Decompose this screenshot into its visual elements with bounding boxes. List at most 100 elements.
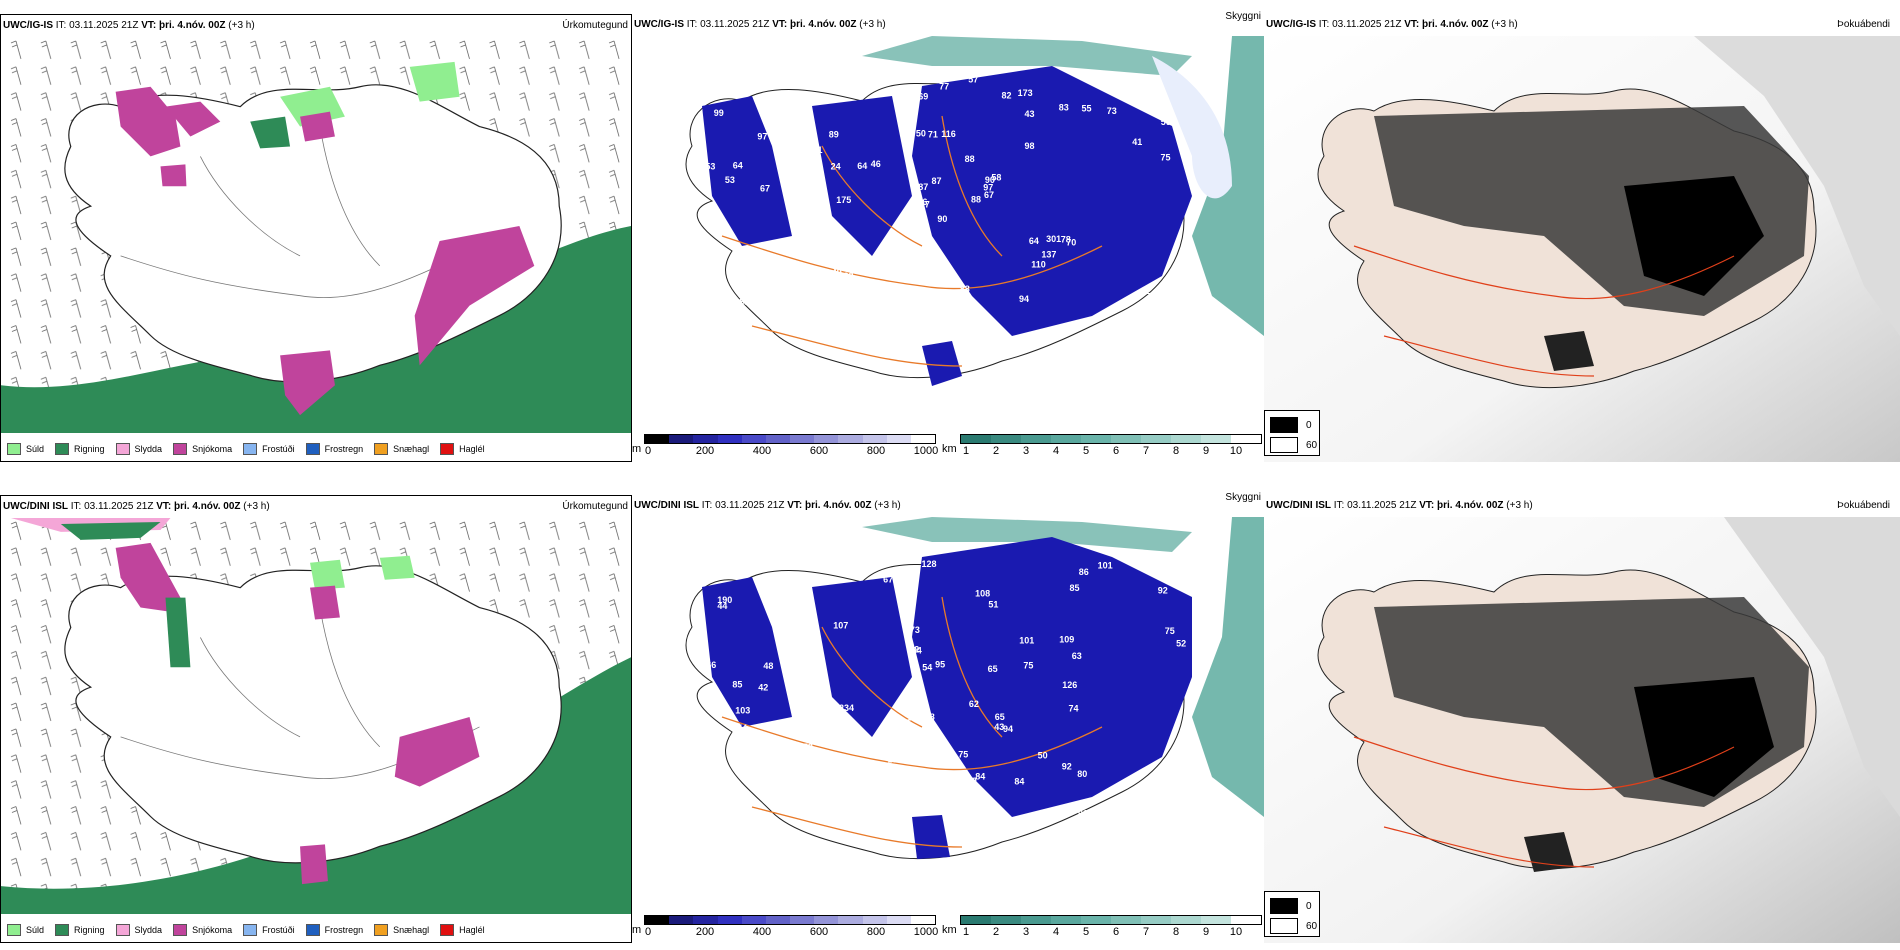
cloud-value-label: 176 bbox=[742, 86, 757, 96]
cloud-value-label: 65 bbox=[995, 712, 1005, 722]
cloud-value-label: 114 bbox=[896, 96, 911, 106]
cloud-value-label: 50 bbox=[916, 129, 926, 139]
model-name: UWC/DINI ISL bbox=[634, 500, 699, 511]
cloud-value-label: 214 bbox=[1166, 807, 1181, 817]
cloud-white-ne bbox=[1152, 56, 1232, 199]
cloud-value-label: 40 bbox=[967, 776, 977, 786]
cloud-value-label: 81 bbox=[745, 326, 755, 336]
valid-time: þri. 4.nóv. 00Z bbox=[805, 500, 872, 511]
cloud-value-label: 85 bbox=[1070, 583, 1080, 593]
fog-max-east bbox=[1624, 176, 1764, 296]
snow-area-east bbox=[414, 226, 535, 366]
cloud-value-label: 108 bbox=[975, 589, 990, 599]
cloud-value-label: 64 bbox=[857, 161, 867, 171]
snow-area-ne bbox=[300, 111, 335, 142]
rain-area-north bbox=[250, 116, 291, 149]
cloud-value-label: 81 bbox=[736, 569, 746, 579]
snow-area-south bbox=[280, 350, 335, 416]
cloud-map: 90 97 107 91 90 122 173 116 43 88 408 96 67 56 35 98 60 5… bbox=[632, 36, 1264, 434]
legend-frostregn: Frostregn bbox=[305, 443, 363, 455]
cloud-value-label: 48 bbox=[763, 661, 773, 671]
cloud-value-label: 84 bbox=[1014, 777, 1024, 787]
cloud-value-label: 75 bbox=[1161, 153, 1171, 163]
cloud-value-label: 97 bbox=[983, 183, 993, 193]
cloud-value-label: 58 bbox=[991, 173, 1001, 183]
cloud-value-label: 81 bbox=[813, 145, 823, 155]
cloud-value-label: 51 bbox=[988, 599, 998, 609]
cloud-value-label: 72 bbox=[909, 645, 919, 655]
precip-legend: Súld Rigning Slydda Snjókoma Frostúði Fr… bbox=[7, 924, 496, 936]
cloud-value-label: 92 bbox=[1062, 762, 1072, 772]
cloud-value-label: 50 bbox=[808, 779, 818, 789]
visibility-colorbar: km 1 2 3 4 5 6 7 8 9 10 bbox=[942, 434, 1262, 460]
snow-area-nw2 bbox=[165, 101, 221, 137]
snow-area-nw bbox=[115, 86, 181, 157]
cloud-value-label: 304 bbox=[864, 310, 879, 320]
cloud-value-label: 64 bbox=[1029, 236, 1039, 246]
cloud-value-label: 101 bbox=[891, 773, 906, 783]
cloud-value-label: 49 bbox=[776, 269, 786, 279]
cloud-value-label: 92 bbox=[1158, 586, 1168, 596]
cloud-value-label: 78 bbox=[1061, 235, 1071, 245]
cloud-value-label: 57 bbox=[968, 74, 978, 84]
roads bbox=[1353, 245, 1735, 377]
legend-rigning: Rigning bbox=[55, 924, 105, 936]
cloud-value-label: 67 bbox=[984, 190, 994, 200]
ceiling-colorbar: m 0 200 400 600 800 1000 bbox=[632, 915, 942, 941]
cloud-value-label: 314 bbox=[919, 260, 934, 270]
cloud-value-label: 107 bbox=[915, 200, 930, 210]
cloud-value-label: 119 bbox=[913, 286, 928, 296]
cloud-value-label: 41 bbox=[1132, 137, 1142, 147]
iceland-outline bbox=[64, 565, 562, 864]
cloud-value-label: 128 bbox=[920, 712, 935, 722]
cloud-value-label: 99 bbox=[1120, 804, 1130, 814]
cloud-value-label: 96 bbox=[1153, 320, 1163, 330]
lead-time: (+3 h) bbox=[228, 20, 255, 31]
cloud-value-label: 77 bbox=[939, 82, 949, 92]
visibility-unit: km bbox=[942, 443, 957, 455]
legend-suld: Súld bbox=[7, 924, 44, 936]
cloud-value-label: 86 bbox=[1079, 567, 1089, 577]
cloud-value-label: 65 bbox=[988, 664, 998, 674]
precip-panel-dini: UWC/DINI ISL IT: 03.11.2025 21Z VT: þri.… bbox=[0, 495, 632, 943]
cloud-value-label: 63 bbox=[1072, 651, 1082, 661]
cloud-value-label: 84 bbox=[823, 725, 833, 735]
drizzle-area-ne bbox=[409, 61, 460, 102]
cloud-value-label: 85 bbox=[732, 679, 742, 689]
precip-map bbox=[1, 518, 631, 914]
model-name: UWC/IG-IS bbox=[1266, 19, 1316, 30]
legend-suld: Súld bbox=[7, 443, 44, 455]
legend-snaehagl: Snæhagl bbox=[374, 443, 429, 455]
cloud-value-label: 80 bbox=[790, 788, 800, 798]
fog-panel-dini: UWC/DINI ISL IT: 03.11.2025 21Z VT: þri.… bbox=[1264, 495, 1900, 943]
visibility-unit: km bbox=[942, 924, 957, 936]
cloud-value-label: 91 bbox=[1078, 809, 1088, 819]
panel-title: Skyggni bbox=[1225, 11, 1261, 22]
cloud-value-label: 109 bbox=[1059, 635, 1074, 645]
cloud-panel-dini: UWC/DINI ISL IT: 03.11.2025 21Z VT: þri.… bbox=[632, 492, 1264, 943]
rain-area-nw bbox=[60, 521, 161, 540]
panel-title: Úrkomutegund bbox=[562, 501, 628, 512]
fog-legend: 0 60 bbox=[1264, 891, 1320, 937]
panel-title: Þokuábendi bbox=[1837, 19, 1890, 30]
cloud-value-label: 67 bbox=[883, 575, 893, 585]
ceiling-unit: m bbox=[632, 924, 642, 936]
legend-snjokoma: Snjókoma bbox=[173, 924, 232, 936]
cloud-value-label: 55 bbox=[1082, 104, 1092, 114]
cloud-value-label: 54 bbox=[922, 662, 932, 672]
cloud-value-label: 84 bbox=[975, 772, 985, 782]
cloud-value-label: 126 bbox=[1062, 680, 1077, 690]
cloud-value-label: 80 bbox=[1077, 769, 1087, 779]
cloud-value-label: 82 bbox=[1002, 91, 1012, 101]
cloud-value-label: 75 bbox=[741, 74, 751, 84]
panel-title: Þokuábendi bbox=[1837, 500, 1890, 511]
cloud-value-label: 73 bbox=[803, 742, 813, 752]
legend-slydda: Slydda bbox=[115, 924, 162, 936]
cloud-value-label: 95 bbox=[935, 659, 945, 669]
cloud-value-label: 69 bbox=[918, 91, 928, 101]
cloud-value-label: 35 bbox=[903, 211, 913, 221]
panel-header: UWC/IG-IS IT: 03.11.2025 21Z VT: þri. 4.… bbox=[1264, 14, 1900, 36]
cloud-value-label: 84 bbox=[912, 646, 922, 656]
cloud-value-label: 24 bbox=[831, 161, 841, 171]
valid-time: þri. 4.nóv. 00Z bbox=[1422, 19, 1489, 30]
